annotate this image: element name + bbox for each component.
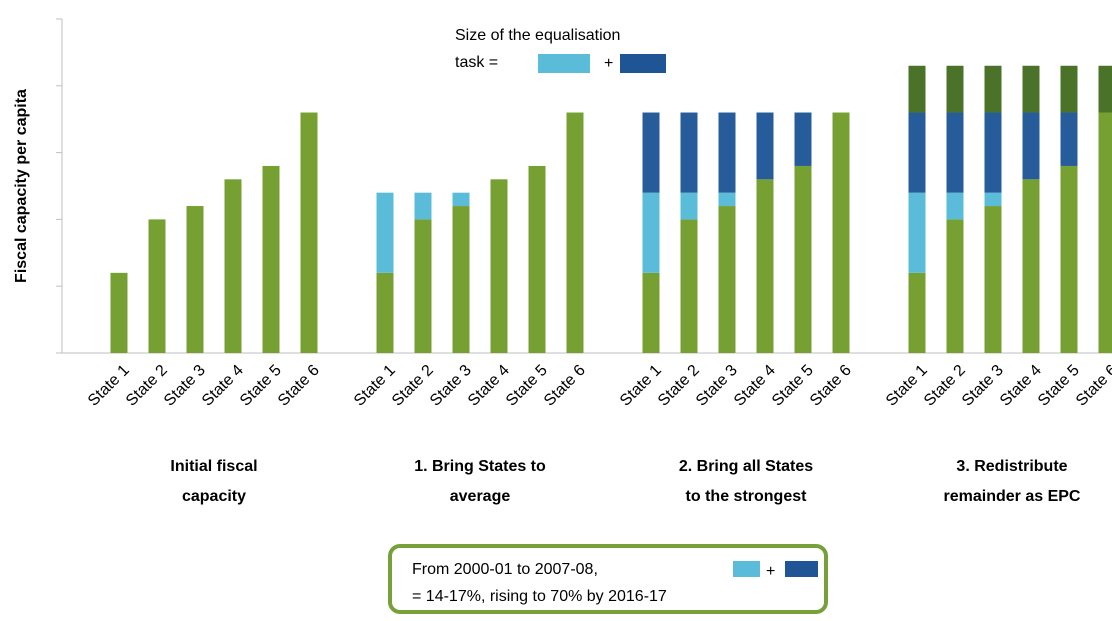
bar-segment <box>795 113 812 166</box>
bar-segment <box>985 113 1002 193</box>
x-tick-label: State 1 <box>617 362 665 410</box>
legend-swatch <box>733 561 760 577</box>
bar-segment <box>1099 113 1112 353</box>
bar-segment <box>491 179 508 353</box>
bar-segment <box>263 166 280 353</box>
bar-segment <box>681 193 698 220</box>
bar-segment <box>567 113 584 353</box>
bar-segment <box>1061 66 1078 113</box>
legend-swatch <box>785 561 818 577</box>
x-tick-label: State 4 <box>465 362 513 410</box>
bar-segment <box>301 113 318 353</box>
x-tick-label: State 6 <box>1073 362 1112 410</box>
bar-segment <box>1061 166 1078 353</box>
group-title: 2. Bring all States to the strongest <box>679 458 813 505</box>
bar-segment <box>681 113 698 193</box>
bar-segment <box>985 193 1002 206</box>
bar-segment <box>1099 66 1112 113</box>
group-title-line: to the strongest <box>686 488 808 505</box>
bar-segment <box>985 206 1002 353</box>
x-tick-label: State 4 <box>997 362 1045 410</box>
bar-segment <box>453 206 470 353</box>
y-axis-label: Fiscal capacity per capita <box>13 89 30 283</box>
bar-segment <box>149 219 166 353</box>
x-tick-label: State 5 <box>1035 362 1083 410</box>
x-tick-label: State 6 <box>541 362 589 410</box>
annotation: Size of the equalisation <box>455 27 620 44</box>
bar-segment <box>1023 66 1040 113</box>
bar-segment <box>947 66 964 113</box>
x-tick-label: State 2 <box>123 362 171 410</box>
group-title-line: average <box>450 488 511 505</box>
x-tick-label: State 5 <box>503 362 551 410</box>
bar-segment <box>985 66 1002 113</box>
group-title: Initial fiscal capacity <box>170 458 257 505</box>
group-title-line: Initial fiscal <box>170 458 257 475</box>
x-tick-label: State 2 <box>921 362 969 410</box>
x-tick-label: State 1 <box>883 362 931 410</box>
bar-segment <box>719 113 736 193</box>
bar-segment <box>909 193 926 273</box>
note: + <box>766 563 775 580</box>
x-tick-label: State 6 <box>275 362 323 410</box>
bar-segment <box>1023 113 1040 180</box>
bar-segment <box>643 273 660 353</box>
bar-segment <box>187 206 204 353</box>
bar-segment <box>909 273 926 353</box>
x-tick-label: State 3 <box>959 362 1007 410</box>
group-title-line: 2. Bring all States <box>679 458 813 475</box>
x-tick-label: State 6 <box>807 362 855 410</box>
group-title-line: capacity <box>182 488 246 505</box>
bar-segment <box>833 113 850 353</box>
note: = 14-17%, rising to 70% by 2016-17 <box>412 588 667 605</box>
bar-segment <box>1023 179 1040 353</box>
legend-swatch <box>538 54 590 73</box>
bar-segment <box>909 66 926 113</box>
x-tick-label: State 2 <box>389 362 437 410</box>
group-title-line: remainder as EPC <box>944 488 1081 505</box>
x-tick-label: State 2 <box>655 362 703 410</box>
bar-segment <box>529 166 546 353</box>
bar-segment <box>795 166 812 353</box>
x-tick-label: State 3 <box>427 362 475 410</box>
bar-segment <box>453 193 470 206</box>
bar-segment <box>111 273 128 353</box>
bar-segment <box>947 219 964 353</box>
x-tick-label: State 3 <box>693 362 741 410</box>
x-tick-label: State 1 <box>85 362 133 410</box>
bar-segment <box>681 219 698 353</box>
bar-segment <box>225 179 242 353</box>
x-tick-label: State 1 <box>351 362 399 410</box>
bar-segment <box>415 193 432 220</box>
bar-segment <box>643 193 660 273</box>
x-tick-label: State 5 <box>769 362 817 410</box>
group-title: 3. Redistribute remainder as EPC <box>944 458 1081 505</box>
bar-segment <box>947 113 964 193</box>
bar-segment <box>643 113 660 193</box>
annotation: + <box>604 55 613 72</box>
x-tick-label: State 3 <box>161 362 209 410</box>
bar-segment <box>757 113 774 180</box>
bar-segment <box>377 273 394 353</box>
bar-segment <box>719 193 736 206</box>
bar-segment <box>415 219 432 353</box>
bar-segment <box>719 206 736 353</box>
group-title-line: 1. Bring States to <box>414 458 546 475</box>
legend-swatch <box>620 54 666 73</box>
bar-segment <box>1061 113 1078 166</box>
group-title: 1. Bring States to average <box>414 458 546 505</box>
bar-segment <box>909 113 926 193</box>
bar-segment <box>947 193 964 220</box>
x-tick-label: State 5 <box>237 362 285 410</box>
group-title-line: 3. Redistribute <box>956 458 1067 475</box>
note: From 2000-01 to 2007-08, <box>412 561 598 578</box>
x-tick-label: State 4 <box>731 362 779 410</box>
annotation: task = <box>455 54 498 71</box>
x-tick-label: State 4 <box>199 362 247 410</box>
bar-segment <box>377 193 394 273</box>
bar-segment <box>757 179 774 353</box>
